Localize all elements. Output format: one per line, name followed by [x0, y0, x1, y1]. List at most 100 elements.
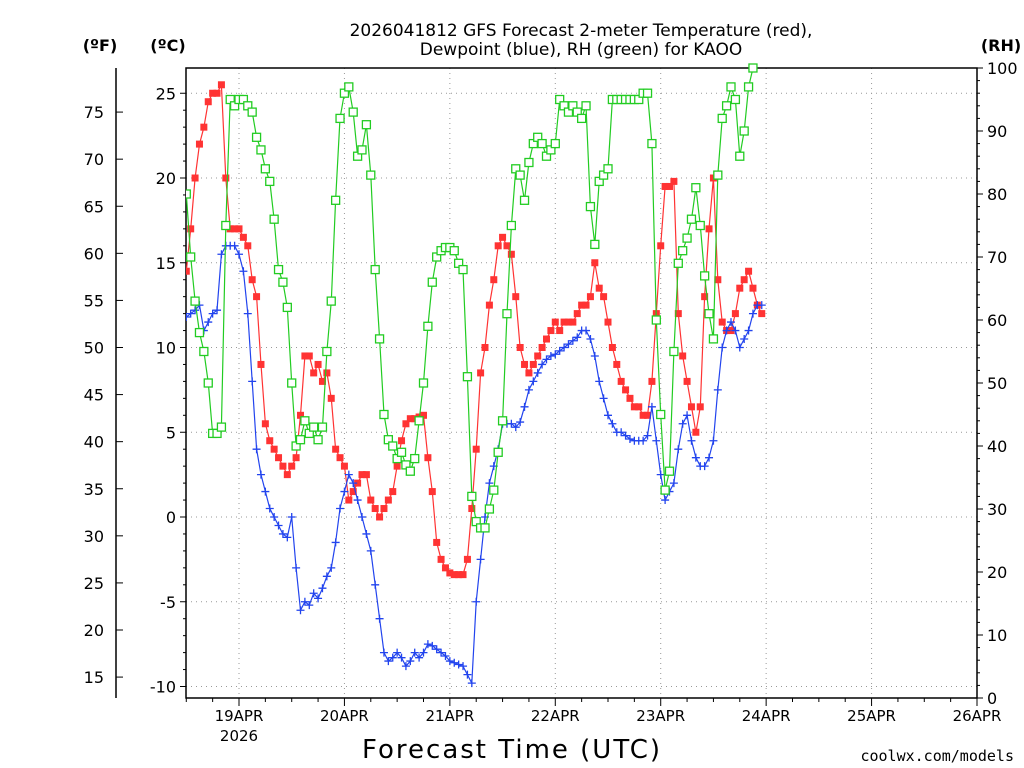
temperature-point [547, 327, 555, 335]
rh-point [581, 101, 591, 111]
rh-point [686, 214, 697, 224]
dewpoint-point [344, 470, 353, 479]
dewpoint-point [560, 343, 569, 352]
dewpoint-point [287, 513, 296, 521]
rh-tick-label: 100 [987, 59, 1018, 78]
temperature-point [371, 505, 379, 513]
dewpoint-point [235, 250, 243, 259]
temperature-point [472, 445, 480, 453]
dewpoint-point [283, 533, 292, 542]
rh-axis-unit: (RH) [981, 36, 1021, 55]
rh-point [713, 170, 723, 180]
dewpoint-point [722, 326, 731, 335]
temperature-point [222, 174, 230, 182]
temperature-point [231, 225, 239, 233]
dewpoint-point [582, 326, 591, 335]
dewpoint-point [366, 546, 375, 555]
dewpoint-point [718, 343, 727, 352]
rh-point [317, 422, 328, 432]
temperature-point [187, 225, 195, 233]
temperature-point [209, 89, 217, 97]
dewpoint-point [379, 648, 388, 657]
dewpoint-point [393, 648, 402, 657]
celsius-tick-label: 25 [156, 84, 176, 103]
rh-point [480, 523, 490, 533]
dewpoint-point [656, 470, 665, 479]
rh-point [186, 252, 196, 262]
temperature-point [635, 403, 643, 411]
dewpoint-point [476, 555, 485, 564]
temperature-point [670, 177, 678, 185]
dewpoint-point [463, 670, 472, 679]
dewpoint-point [419, 648, 428, 657]
dewpoint-point [318, 584, 327, 593]
celsius-axis-unit: (ºC) [150, 36, 185, 55]
temperature-point [490, 276, 498, 284]
temperature-point [455, 571, 463, 579]
dewpoint-point [555, 346, 564, 355]
dewpoint-point [401, 662, 410, 671]
dewpoint-point [459, 662, 468, 671]
rh-point [265, 176, 275, 187]
dewpoint-point [735, 343, 744, 352]
rh-point [678, 246, 688, 256]
temperature-point [336, 454, 344, 462]
rh-point [489, 485, 499, 495]
temperature-point [186, 267, 190, 275]
temperature-point [525, 369, 533, 377]
temperature-point [248, 276, 256, 284]
rh-point [300, 416, 310, 426]
temperature-point [314, 360, 322, 368]
temperature-point [345, 496, 353, 504]
series-rh [186, 63, 758, 533]
temperature-point [727, 327, 735, 335]
rh-point [651, 315, 661, 325]
dewpoint-line [186, 245, 762, 686]
dewpoint-point [652, 436, 661, 445]
dewpoint-point [186, 312, 191, 321]
dewpoint-point [230, 241, 239, 250]
celsius-tick-label: 5 [166, 423, 176, 442]
temperature-point [543, 335, 550, 343]
dewpoint-point [709, 436, 718, 445]
rh-point [458, 264, 468, 275]
temperature-point [569, 318, 577, 326]
rh-point [537, 138, 547, 149]
dewpoint-point [586, 335, 595, 344]
dewpoint-point [243, 309, 252, 318]
rh-point [418, 378, 429, 388]
series-dewpoint [186, 241, 766, 688]
dewpoint-point [441, 651, 450, 660]
temperature-point [459, 571, 467, 579]
rh-point [603, 164, 613, 174]
temperature-point [648, 377, 656, 385]
rh-tick-label: 10 [987, 626, 1007, 645]
rh-point [366, 170, 376, 180]
dewpoint-point [410, 648, 419, 657]
credit-link[interactable]: coolwx.com/models [860, 747, 1014, 765]
temperature-point [275, 454, 283, 462]
rh-point [190, 296, 200, 306]
temperature-point [600, 293, 608, 301]
temperature-point [718, 318, 726, 326]
rh-point [748, 63, 758, 73]
dewpoint-point [700, 462, 709, 471]
rh-point [361, 120, 372, 130]
rh-point [273, 264, 284, 275]
dewpoint-point [621, 431, 630, 440]
temperature-point [666, 182, 673, 190]
temperature-point [450, 571, 458, 579]
fahrenheit-axis-unit: (ºF) [83, 36, 118, 55]
rh-point [506, 220, 517, 231]
chart-title-line-2: Dewpoint (blue), RH (green) for KAOO [420, 40, 743, 60]
rh-point [326, 296, 336, 306]
x-tick-label: 20APR [320, 707, 369, 725]
rh-point [423, 321, 433, 331]
temperature-point [481, 344, 489, 351]
rh-point [256, 145, 266, 155]
temperature-point [705, 225, 713, 233]
x-tick-label: 21APR [425, 707, 474, 725]
temperature-point [617, 377, 625, 385]
dewpoint-point [252, 445, 261, 454]
rh-point [642, 88, 653, 98]
